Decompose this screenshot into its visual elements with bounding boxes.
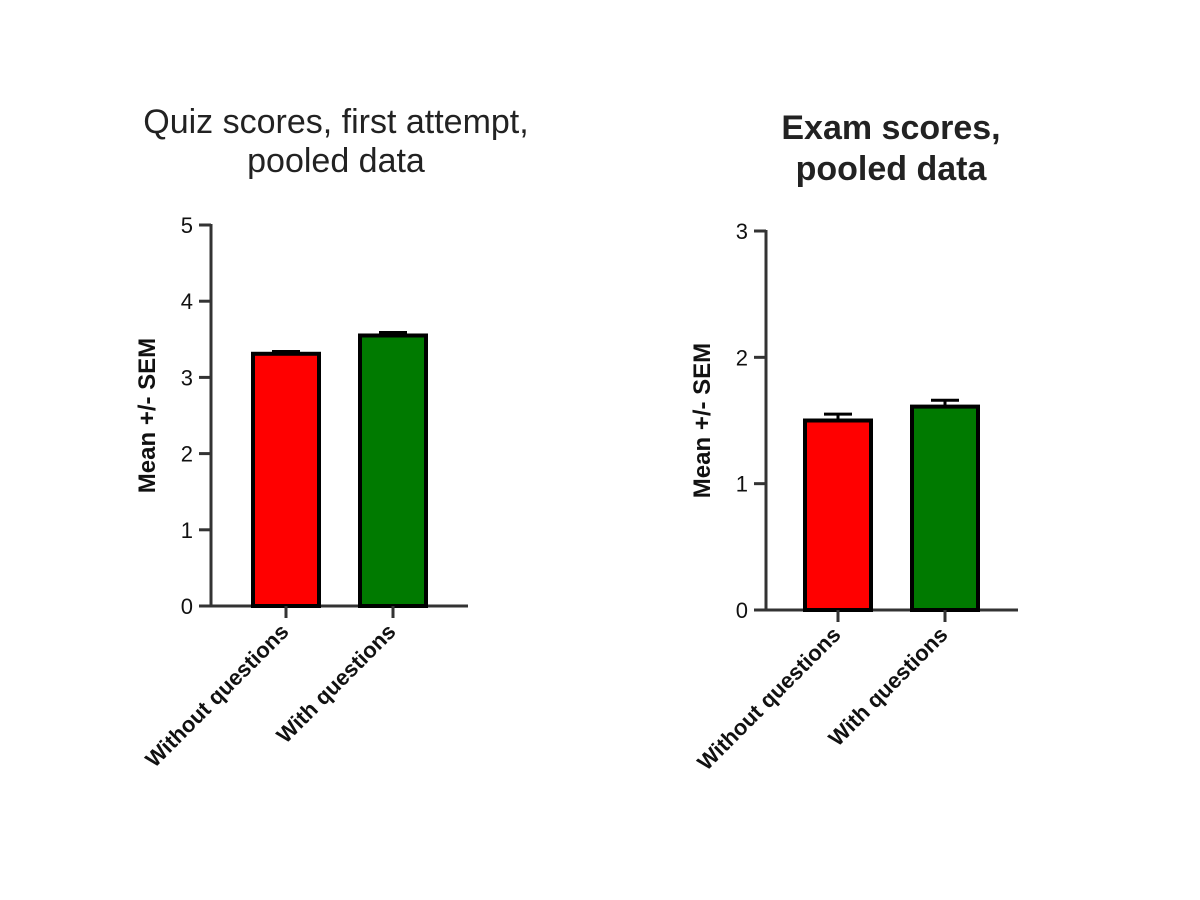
- category-label: Without questions: [692, 622, 845, 775]
- bar: [251, 351, 321, 609]
- y-axis-label: Mean +/- SEM: [689, 343, 716, 498]
- bar: [358, 333, 428, 608]
- chart-title-line: Quiz scores, first attempt,: [143, 103, 528, 141]
- y-tick-label: 5: [181, 213, 193, 238]
- bar: [803, 418, 873, 612]
- chart-title-line: Exam scores,: [781, 109, 1000, 147]
- exam-scores-chart: Exam scores,pooled data Mean +/- SEM 0 1 2 3 W…: [689, 109, 1018, 775]
- y-tick-label: 0: [736, 598, 748, 623]
- y-tick-label: 1: [736, 472, 748, 497]
- y-axis-label: Mean +/- SEM: [134, 338, 161, 493]
- y-tick-label: 4: [181, 289, 193, 314]
- y-tick-label: 0: [181, 594, 193, 619]
- chart-title-line: pooled data: [247, 142, 425, 180]
- chart-title-line: pooled data: [796, 150, 988, 188]
- bar: [910, 404, 980, 612]
- y-tick-label: 2: [181, 442, 193, 467]
- y-tick-label: 2: [736, 345, 748, 370]
- quiz-scores-chart: Quiz scores, first attempt,pooled data Me…: [134, 103, 529, 772]
- y-tick-label: 3: [181, 365, 193, 390]
- y-tick-label: 1: [181, 518, 193, 543]
- category-label: Without questions: [140, 619, 293, 772]
- y-tick-label: 3: [736, 219, 748, 244]
